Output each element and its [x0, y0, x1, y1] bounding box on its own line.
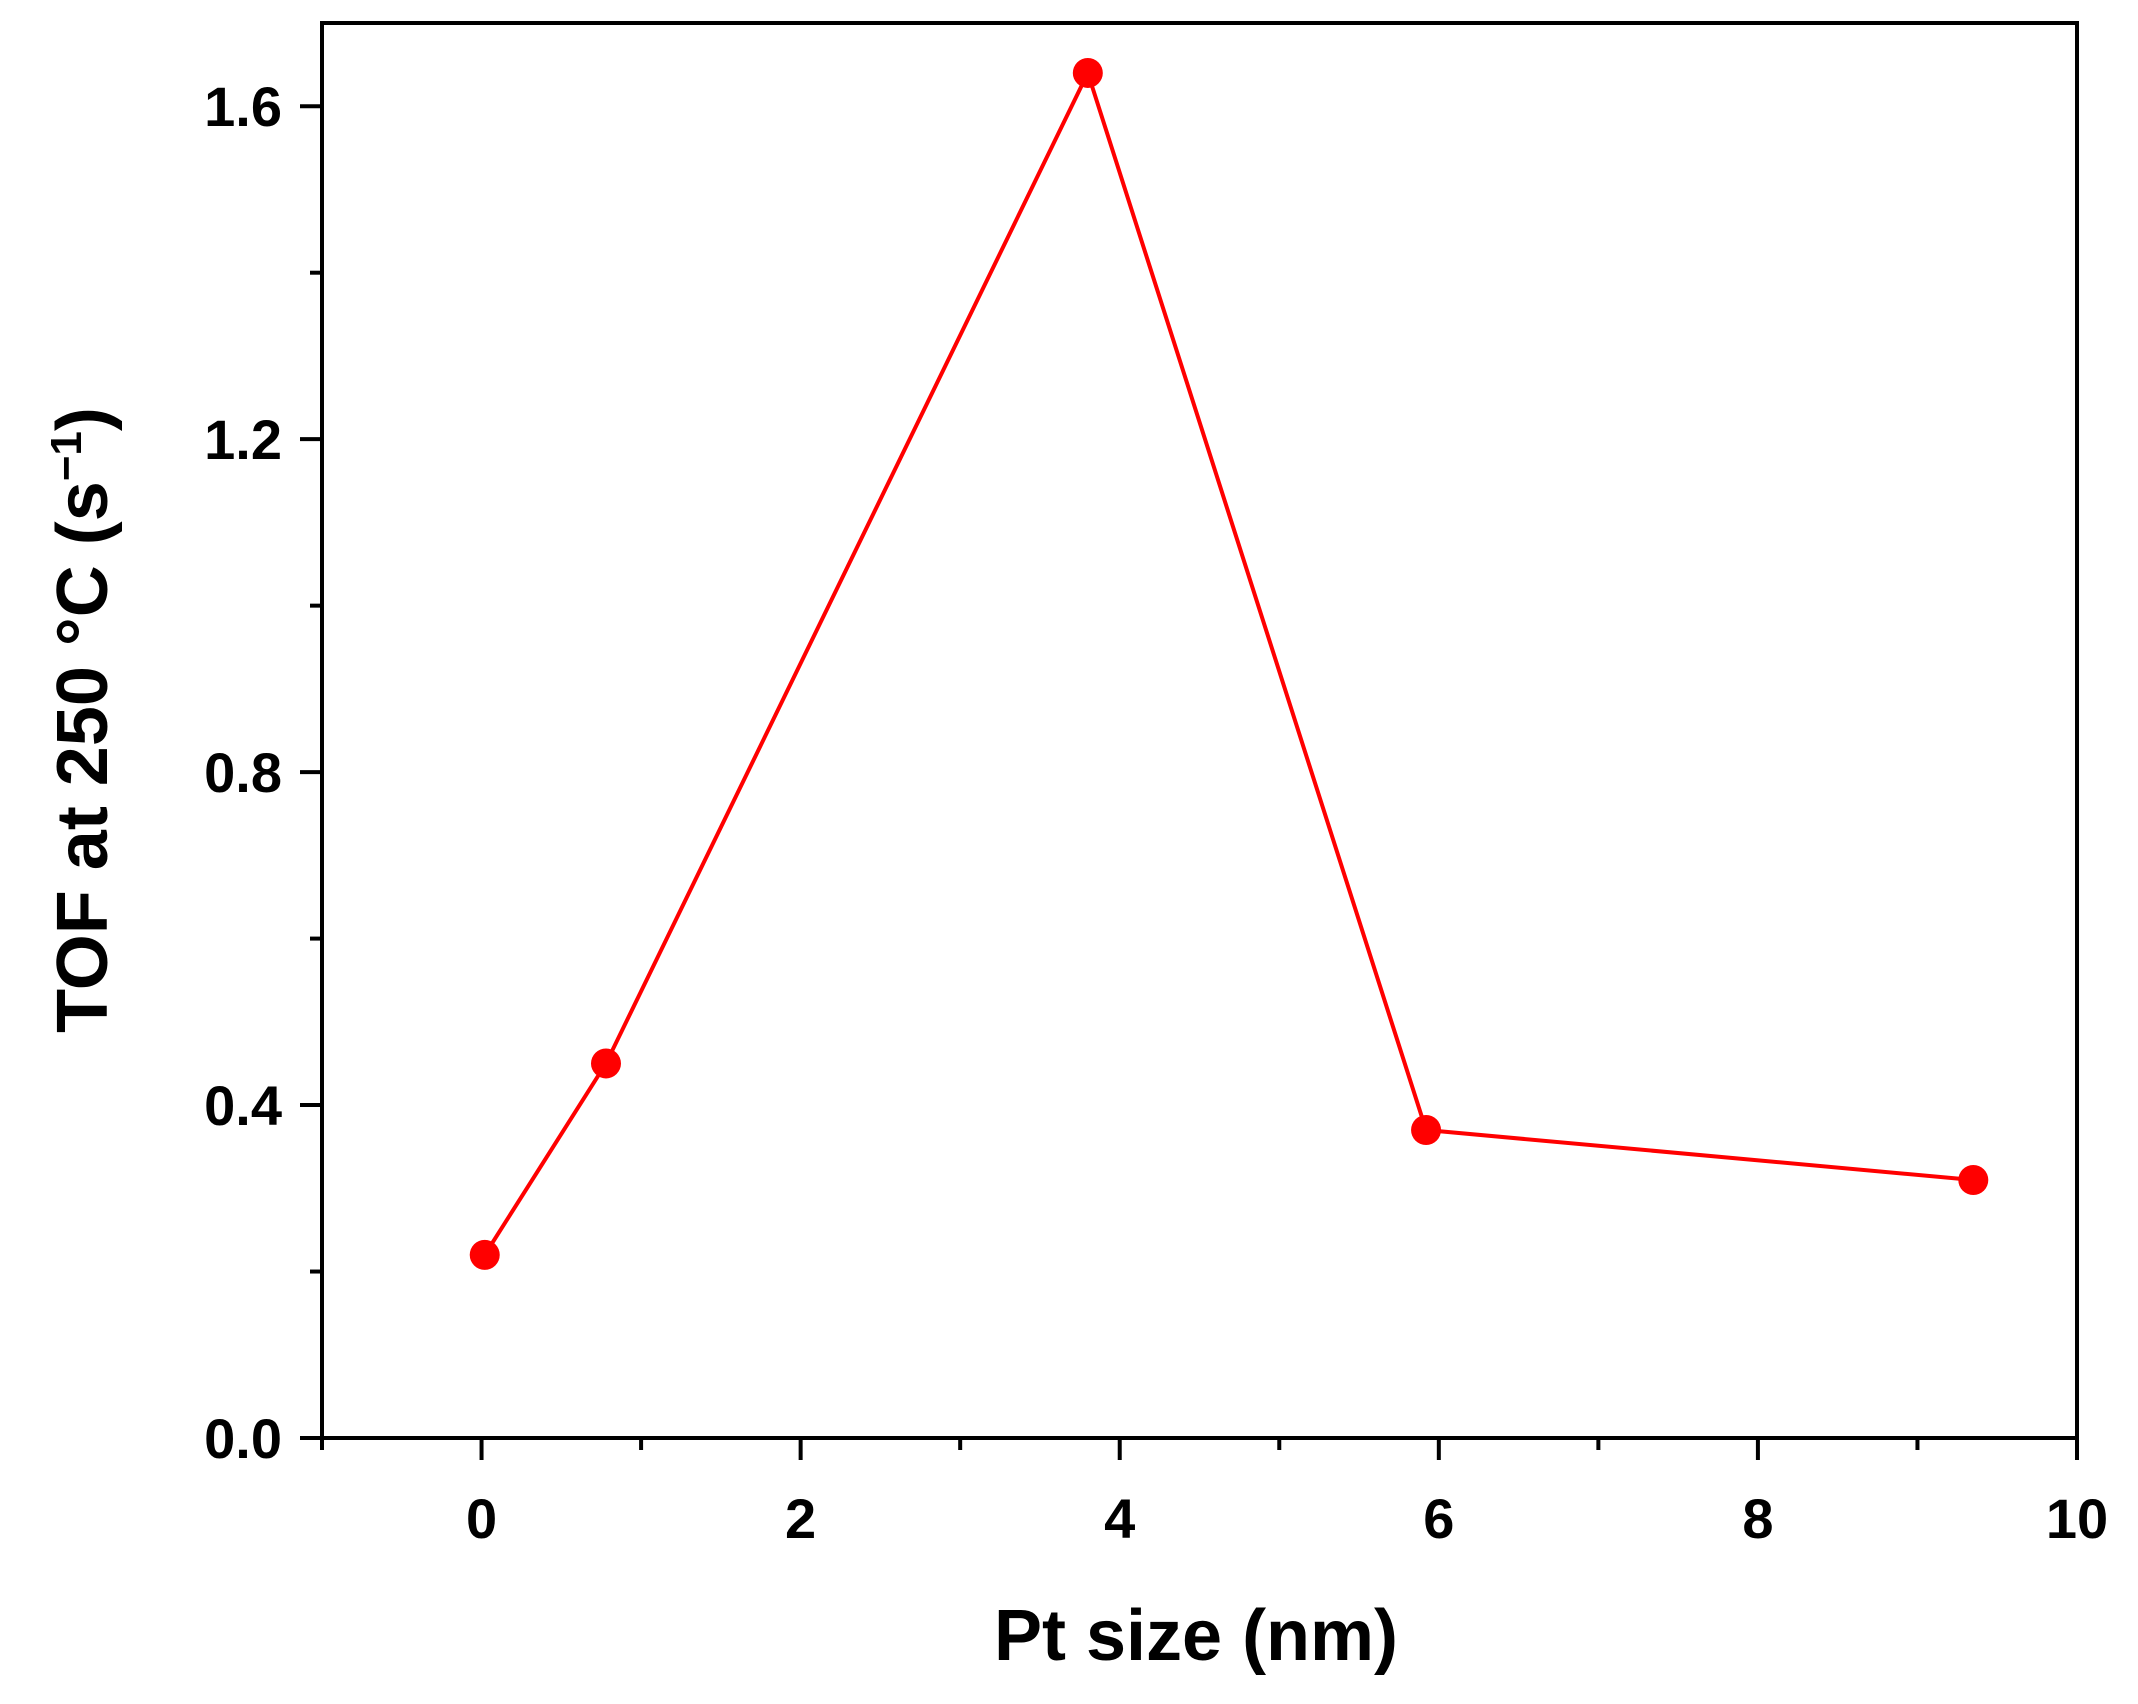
x-axis-ticks: 0 2 4 6 8 10 — [320, 1438, 2108, 1550]
y-tick-label: 0.4 — [204, 1074, 282, 1137]
x-tick-label: 2 — [785, 1487, 816, 1550]
data-point — [1072, 57, 1103, 88]
x-axis-title: Pt size (nm) — [994, 1596, 1398, 1676]
y-tick-label: 0.0 — [204, 1407, 282, 1470]
y-tick-label: 1.2 — [204, 408, 282, 471]
y-axis-title-superscript: −1 — [42, 431, 91, 481]
data-point — [1958, 1164, 1989, 1195]
x-tick-label: 6 — [1423, 1487, 1454, 1550]
data-point — [1411, 1115, 1442, 1146]
data-point — [469, 1239, 500, 1270]
series-layer — [469, 57, 1989, 1270]
y-axis-ticks: 0.0 0.4 0.8 1.2 1.6 — [204, 75, 322, 1470]
y-axis-title-close: ) — [43, 407, 123, 431]
y-tick-label: 1.6 — [204, 75, 282, 138]
y-tick-label: 0.8 — [204, 741, 282, 804]
x-tick-label: 4 — [1104, 1487, 1135, 1550]
series-line — [483, 67, 1974, 1256]
plot-frame — [320, 21, 2079, 1440]
x-tick-label: 0 — [466, 1487, 497, 1550]
y-axis-title-main: TOF at 250 °C (s — [43, 481, 123, 1033]
x-tick-label: 10 — [2046, 1487, 2108, 1550]
plot-border — [320, 21, 2079, 1440]
y-axis-title: TOF at 250 °C (s−1) — [42, 407, 123, 1033]
x-tick-label: 8 — [1742, 1487, 1773, 1550]
data-point — [590, 1048, 621, 1079]
